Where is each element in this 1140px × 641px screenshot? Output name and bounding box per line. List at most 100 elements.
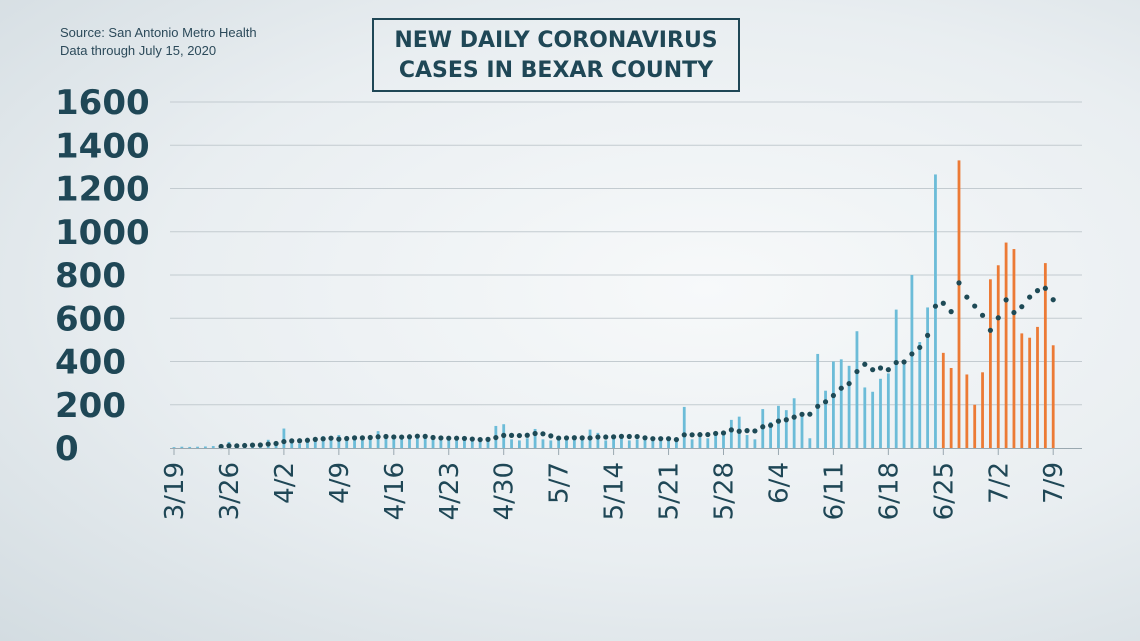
trend-dot <box>242 442 248 449</box>
trend-dot <box>430 434 436 441</box>
case-bar <box>682 406 686 448</box>
case-bar <box>180 446 184 448</box>
trend-dot <box>1003 297 1009 303</box>
trend-dot <box>768 422 774 428</box>
trend-dot <box>571 435 577 441</box>
trend-dot <box>414 433 420 439</box>
trend-dot <box>807 411 813 417</box>
case-bar <box>321 436 325 448</box>
trend-dot <box>893 359 899 366</box>
case-bar <box>282 428 286 448</box>
trend-dot <box>218 443 224 450</box>
trend-dot <box>438 435 444 441</box>
case-bar <box>423 437 427 448</box>
case-bar <box>463 438 466 448</box>
trend-dot <box>752 428 758 434</box>
case-bar <box>565 438 568 448</box>
case-bar <box>557 439 561 448</box>
case-bar <box>400 439 404 448</box>
x-tick-label: 6/4 <box>764 462 794 504</box>
trend-dot <box>854 368 860 375</box>
trend-dot <box>838 385 844 391</box>
case-bar <box>981 372 984 448</box>
case-bar <box>392 438 396 448</box>
case-bar <box>345 438 349 448</box>
trend-dot <box>281 438 287 445</box>
trend-dot <box>791 414 797 420</box>
case-bar <box>384 435 388 448</box>
case-bar <box>211 446 215 448</box>
trend-dot <box>799 411 805 417</box>
case-bar <box>1004 242 1008 448</box>
case-bar <box>486 437 490 448</box>
trend-dot <box>328 435 334 441</box>
case-bar <box>855 331 859 448</box>
trend-dot <box>304 437 311 443</box>
trend-dot <box>579 435 585 441</box>
trend-dot <box>650 436 656 442</box>
x-tick-label: 6/25 <box>929 462 959 520</box>
case-bar <box>910 275 914 448</box>
case-bar <box>455 439 458 448</box>
trend-dot <box>273 440 279 447</box>
trend-dot <box>493 434 499 441</box>
trend-dot <box>454 435 460 441</box>
case-bar <box>965 374 969 448</box>
trend-dot <box>956 280 962 286</box>
trend-dot <box>979 312 986 318</box>
case-bar <box>415 436 419 448</box>
case-bar <box>792 398 796 448</box>
trend-dot <box>516 432 523 439</box>
y-tick-label: 600 <box>55 299 126 339</box>
trend-dot <box>1019 304 1025 310</box>
y-tick-label: 1200 <box>55 170 150 210</box>
source-note: Source: San Antonio Metro Health Data th… <box>60 24 257 60</box>
trend-dot <box>1011 309 1017 316</box>
case-bar <box>832 361 835 448</box>
trend-dot <box>689 432 695 438</box>
trend-dot <box>469 436 475 442</box>
case-bar <box>824 390 827 448</box>
case-bar <box>172 447 176 448</box>
case-bar <box>1020 333 1024 448</box>
trend-dot <box>948 309 954 315</box>
case-bar <box>706 438 710 448</box>
trend-dot <box>461 435 468 442</box>
case-bar <box>525 438 529 448</box>
case-bar <box>604 440 608 448</box>
case-bar <box>627 440 631 448</box>
case-bar <box>549 440 553 448</box>
case-bar <box>808 438 812 448</box>
trend-dot <box>524 432 530 438</box>
trend-dot <box>744 428 750 434</box>
trend-dot <box>870 367 876 373</box>
trend-dot <box>925 332 931 338</box>
trend-dot <box>320 436 326 442</box>
case-bar <box>518 440 521 448</box>
trend-dot <box>783 417 789 423</box>
case-bar <box>871 391 875 448</box>
case-bar <box>368 436 372 448</box>
y-tick-label: 1600 <box>55 83 150 123</box>
case-bar <box>478 441 482 448</box>
trend-dot <box>532 430 538 437</box>
x-tick-label: 4/23 <box>435 462 465 520</box>
case-bar <box>816 353 820 448</box>
trend-dot <box>736 428 742 434</box>
trend-dot <box>877 365 884 371</box>
y-tick-label: 1400 <box>55 126 150 166</box>
case-bar <box>667 438 670 448</box>
trend-dot <box>399 434 405 440</box>
trend-dot <box>917 344 923 351</box>
x-tick-label: 5/28 <box>710 462 740 520</box>
trend-dot <box>234 443 240 449</box>
case-bar <box>745 435 749 448</box>
trend-dot <box>728 427 734 433</box>
trend-dot <box>265 441 271 447</box>
case-bar <box>306 440 309 448</box>
trend-dot <box>775 418 782 424</box>
trend-dot <box>563 435 570 441</box>
trend-dot <box>681 432 687 438</box>
